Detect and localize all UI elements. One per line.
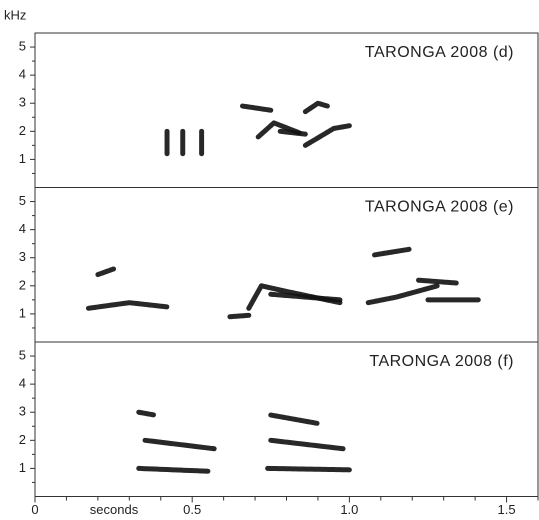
call-trace xyxy=(302,100,330,115)
y-tick-label: 2 xyxy=(19,277,26,292)
call-trace xyxy=(85,300,170,311)
call-trace xyxy=(239,103,274,113)
y-axis-label: kHz xyxy=(4,7,26,22)
call-trace xyxy=(227,312,252,320)
call-trace xyxy=(142,437,217,452)
call-trace xyxy=(136,465,211,474)
x-axis-label: seconds xyxy=(90,502,139,517)
call-trace xyxy=(136,409,157,418)
panel-title: TARONGA 2008 (d) xyxy=(365,44,514,61)
y-tick-label: 5 xyxy=(19,38,26,53)
y-tick-label: 2 xyxy=(19,432,26,447)
call-trace xyxy=(268,437,346,452)
call-trace xyxy=(95,266,117,278)
y-tick-label: 3 xyxy=(19,404,26,419)
y-tick-label: 4 xyxy=(19,67,26,82)
x-tick-label: 0.5 xyxy=(183,502,201,517)
y-tick-label: 1 xyxy=(19,305,26,320)
x-tick-label: 1.5 xyxy=(498,502,516,517)
y-tick-label: 4 xyxy=(19,376,26,391)
y-tick-label: 5 xyxy=(19,193,26,208)
call-trace xyxy=(365,283,440,306)
y-tick-label: 1 xyxy=(19,460,26,475)
y-tick-label: 5 xyxy=(19,347,26,362)
y-tick-label: 2 xyxy=(19,123,26,138)
y-tick-label: 3 xyxy=(19,249,26,264)
call-trace xyxy=(416,277,459,286)
call-trace xyxy=(268,291,343,303)
call-trace xyxy=(302,123,352,148)
call-trace xyxy=(372,246,412,258)
call-trace xyxy=(265,465,352,473)
y-tick-label: 4 xyxy=(19,221,26,236)
x-tick-label: 0 xyxy=(31,502,38,517)
call-trace xyxy=(255,120,302,140)
x-tick-label: 1.0 xyxy=(340,502,358,517)
call-trace xyxy=(277,128,308,137)
y-tick-label: 1 xyxy=(19,151,26,166)
panel-title: TARONGA 2008 (e) xyxy=(365,199,514,216)
call-trace xyxy=(268,412,321,426)
panel-title: TARONGA 2008 (f) xyxy=(369,353,514,370)
y-tick-label: 3 xyxy=(19,95,26,110)
